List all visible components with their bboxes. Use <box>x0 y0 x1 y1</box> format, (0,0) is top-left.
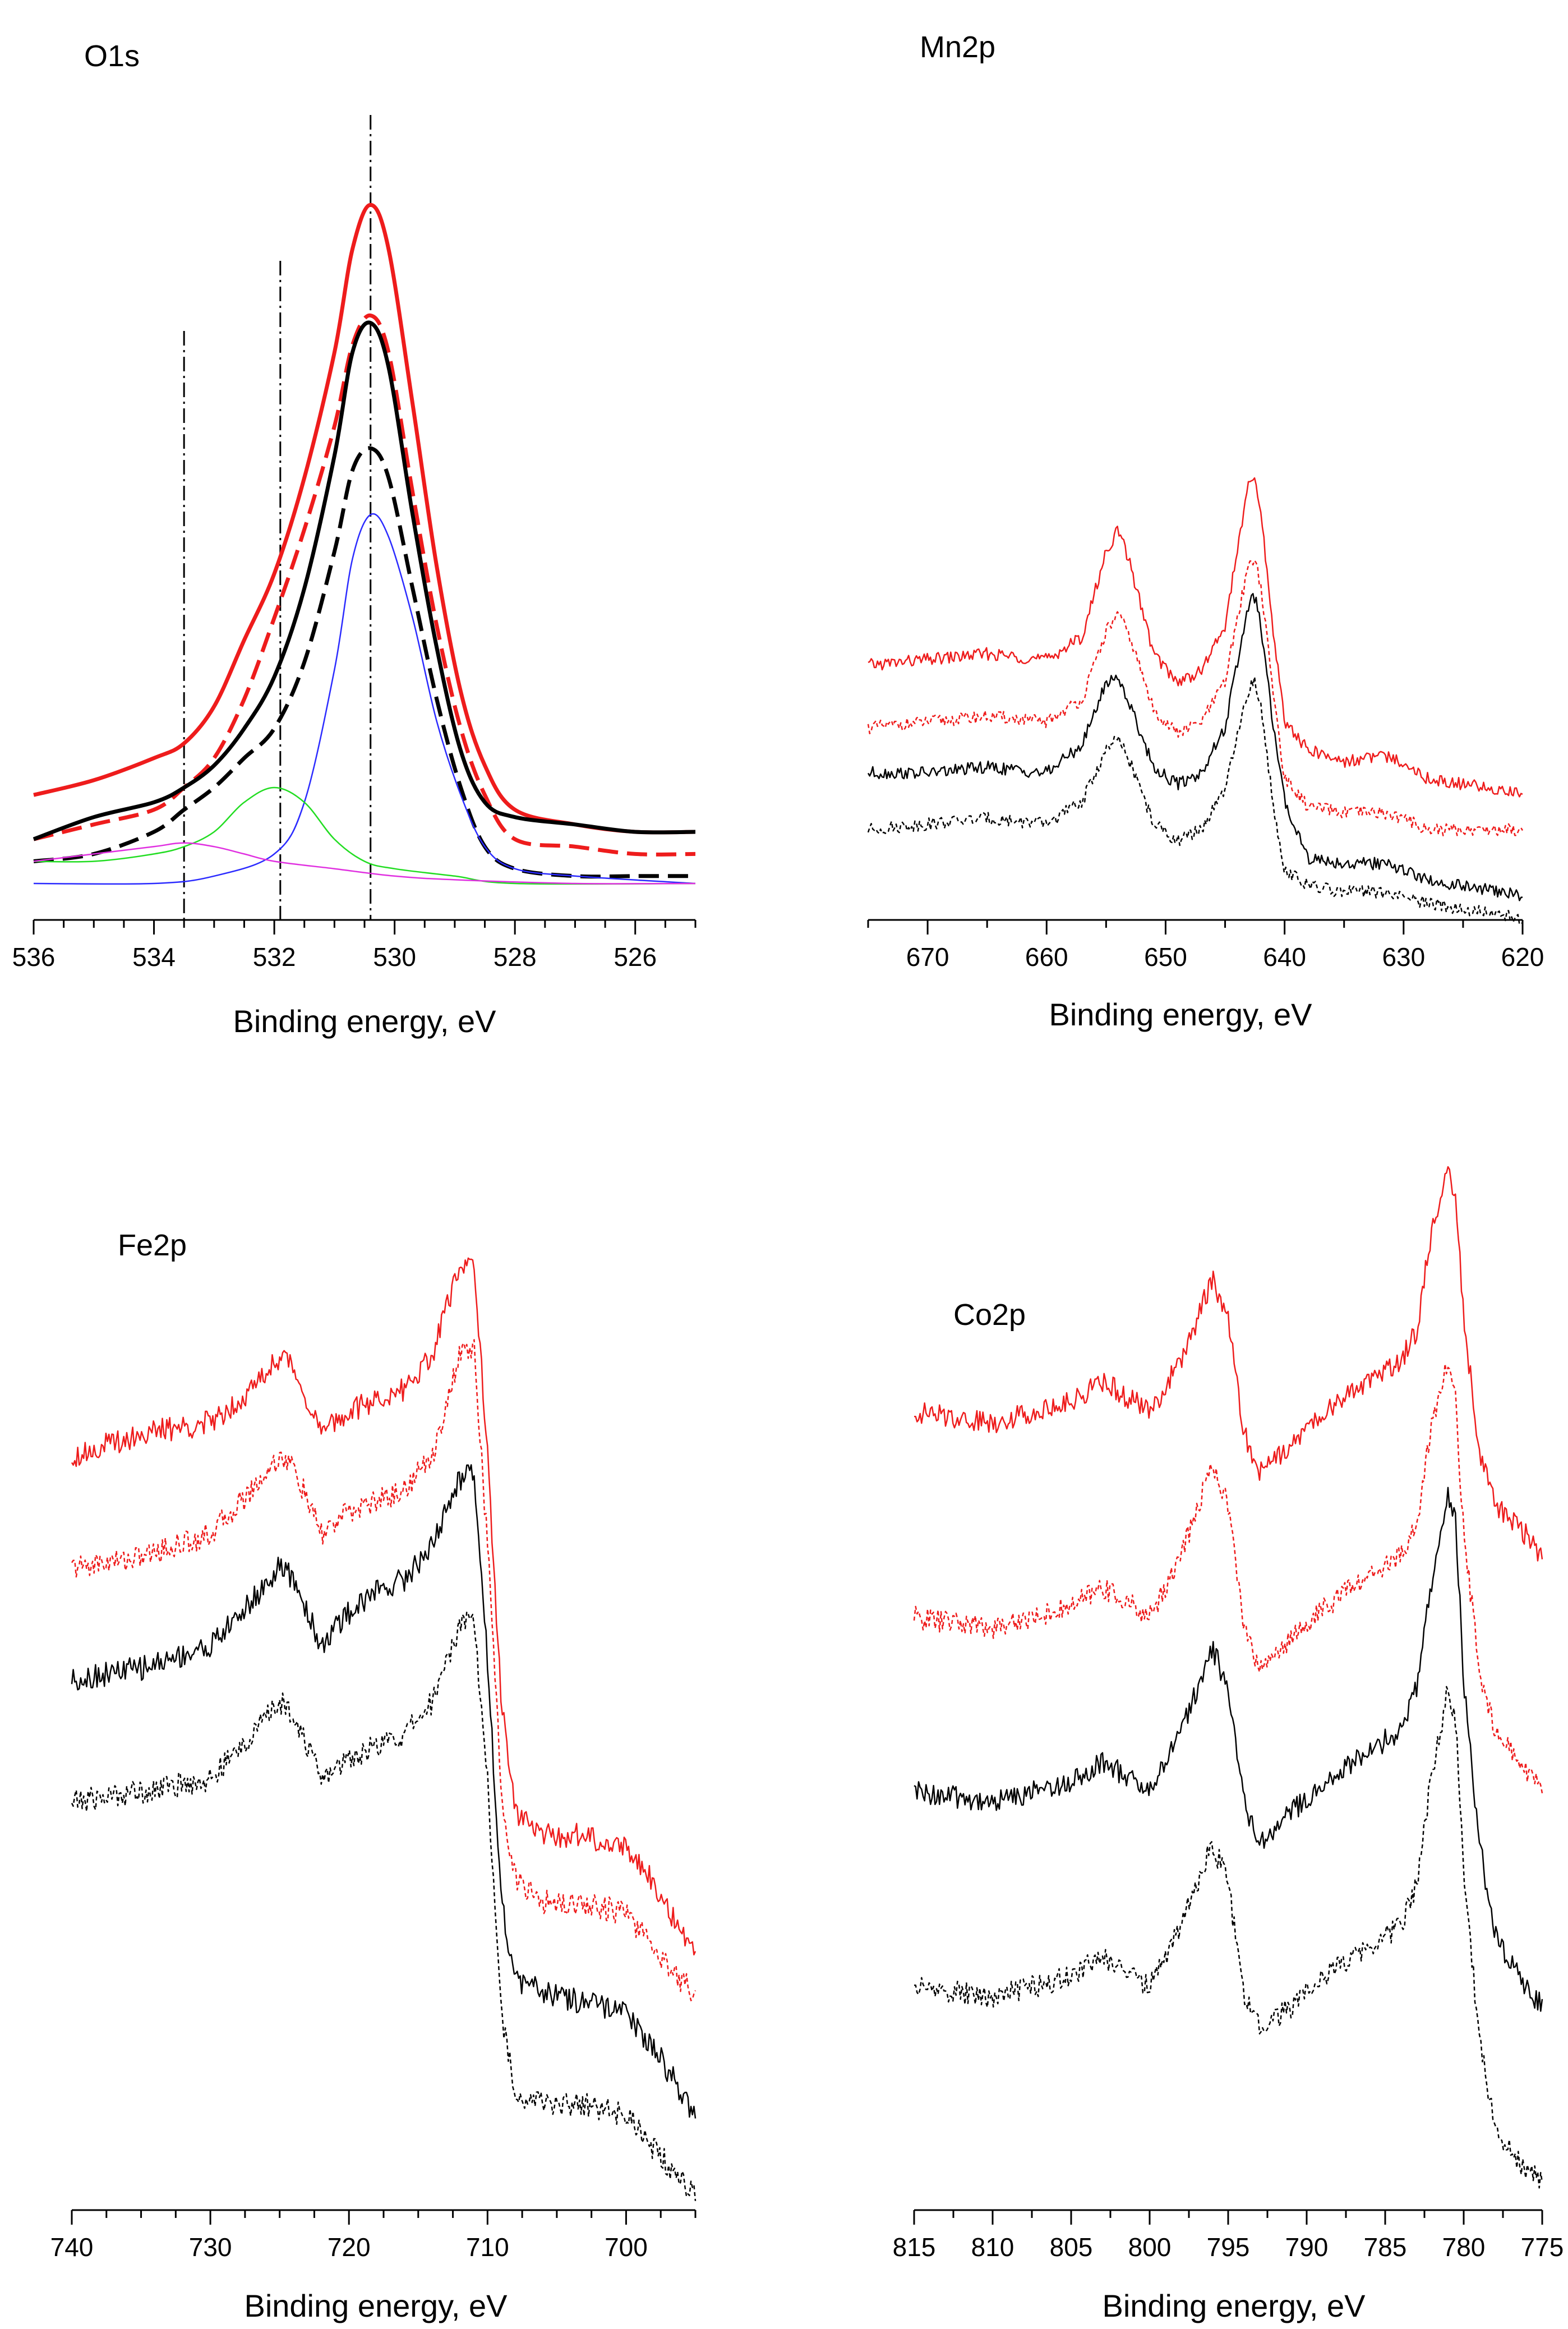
o1s-title: O1s <box>84 39 140 73</box>
co2p-x-axis-label: Binding energy, eV <box>1102 2288 1366 2323</box>
o1s-series-blue-component <box>33 513 696 885</box>
fe2p-panel: Fe2p 740 730 720 710 700 Binding energy, eV <box>50 1228 697 2323</box>
mn2p-series-red-solid <box>868 477 1523 798</box>
fe2p-plot-area <box>71 1257 697 2201</box>
fe2p-series-black-solid <box>71 1464 697 2119</box>
co2p-title: Co2p <box>953 1298 1026 1332</box>
co2p-plot-area <box>913 1166 1543 2189</box>
o1s-reference-lines <box>183 115 372 920</box>
mn2p-tick-label: 660 <box>1025 942 1068 972</box>
o1s-tick-label: 530 <box>373 942 416 972</box>
mn2p-panel: Mn2p 670 660 650 640 630 620 Binding energy, … <box>867 30 1544 1032</box>
co2p-tick-label: 800 <box>1128 2233 1172 2262</box>
fe2p-title: Fe2p <box>118 1228 187 1262</box>
co2p-tick-label: 795 <box>1207 2233 1250 2262</box>
mn2p-x-ticks: 670 660 650 640 630 620 <box>867 920 1544 972</box>
o1s-series-red-dashed <box>33 313 696 857</box>
co2p-series-black-dotted <box>914 1686 1543 2189</box>
mn2p-series-red-dotted <box>867 559 1524 836</box>
co2p-series-red-dotted <box>913 1363 1543 1794</box>
co2p-tick-label: 810 <box>971 2233 1014 2262</box>
o1s-tick-label: 532 <box>253 942 296 972</box>
fe2p-tick-label: 740 <box>50 2233 94 2262</box>
fe2p-series-black-dotted <box>71 1611 697 2201</box>
o1s-series-black-dashed-envelope <box>33 446 695 879</box>
fe2p-tick-label: 700 <box>605 2233 648 2262</box>
mn2p-series-black-dotted <box>867 676 1523 925</box>
o1s-tick-label: 526 <box>614 942 657 972</box>
fe2p-tick-label: 730 <box>189 2233 232 2262</box>
co2p-x-ticks: 815 810 805 800 795 790 785 780 775 <box>893 2210 1564 2262</box>
o1s-tick-label: 534 <box>132 942 176 972</box>
fe2p-tick-label: 710 <box>466 2233 509 2262</box>
mn2p-x-axis-label: Binding energy, eV <box>1049 997 1312 1032</box>
o1s-series-black-solid <box>33 320 696 841</box>
co2p-tick-label: 805 <box>1050 2233 1093 2262</box>
mn2p-tick-label: 620 <box>1501 942 1544 972</box>
co2p-panel: Co2p 815 810 805 800 795 790 785 780 775 Binding… <box>893 1166 1564 2323</box>
co2p-tick-label: 790 <box>1285 2233 1329 2262</box>
o1s-series-magenta-component <box>33 842 696 885</box>
mn2p-tick-label: 640 <box>1263 942 1306 972</box>
co2p-tick-label: 815 <box>893 2233 936 2262</box>
mn2p-tick-label: 650 <box>1144 942 1187 972</box>
co2p-series-black-solid <box>914 1486 1543 2012</box>
co2p-series-red-solid <box>914 1166 1543 1562</box>
mn2p-title: Mn2p <box>920 30 995 64</box>
co2p-tick-label: 785 <box>1364 2233 1407 2262</box>
mn2p-plot-area <box>867 477 1524 925</box>
o1s-panel: O1s 536 534 532 530 528 526 Binding energy, e… <box>12 39 697 1039</box>
fe2p-x-ticks: 740 730 720 710 700 <box>50 2210 697 2262</box>
fe2p-x-axis-label: Binding energy, eV <box>244 2288 508 2323</box>
fe2p-tick-label: 720 <box>328 2233 371 2262</box>
o1s-tick-label: 536 <box>12 942 56 972</box>
o1s-plot-area <box>33 202 696 885</box>
co2p-tick-label: 775 <box>1521 2233 1564 2262</box>
fe2p-series-red-dotted <box>71 1339 697 2001</box>
fe2p-series-red-solid <box>71 1257 697 1956</box>
o1s-x-ticks: 536 534 532 530 528 526 <box>12 920 697 972</box>
co2p-tick-label: 780 <box>1442 2233 1486 2262</box>
mn2p-tick-label: 670 <box>906 942 949 972</box>
mn2p-tick-label: 630 <box>1382 942 1425 972</box>
mn2p-series-black-solid <box>867 593 1523 901</box>
o1s-tick-label: 528 <box>494 942 537 972</box>
o1s-series-green-component <box>33 786 696 885</box>
o1s-series-red-solid <box>33 202 696 835</box>
o1s-x-axis-label: Binding energy, eV <box>233 1004 496 1039</box>
